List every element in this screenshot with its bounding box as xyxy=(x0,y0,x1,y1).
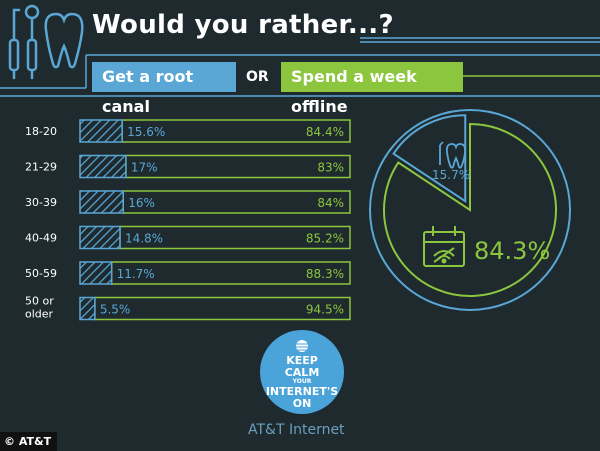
page-title: Would you rather...? xyxy=(92,10,394,40)
value-label-offline: 84.4% xyxy=(306,125,344,139)
category-label: older xyxy=(25,308,54,321)
value-label-root-canal: 14.8% xyxy=(125,232,163,246)
bar-offline xyxy=(122,190,351,214)
value-label-root-canal: 5.5% xyxy=(100,303,131,317)
keep-calm-logo: KEEP CALM YOUR INTERNET'S ON xyxy=(260,330,344,414)
brand-label: AT&T Internet xyxy=(248,422,345,438)
bar-root-canal xyxy=(79,190,124,214)
category-label: 50-59 xyxy=(25,267,57,280)
pie-label-root-canal: 15.7% xyxy=(432,168,471,182)
pie-outer-ring xyxy=(369,109,571,311)
value-label-offline: 84% xyxy=(317,196,344,210)
legend-root-canal: Get a root canal xyxy=(92,62,236,116)
bar-root-canal xyxy=(79,261,113,285)
tooth-small-icon xyxy=(439,141,467,169)
calendar-offline-icon xyxy=(423,226,465,267)
tooth-icon xyxy=(44,12,84,69)
category-label: 21-29 xyxy=(25,161,57,174)
category-label: 30-39 xyxy=(25,196,57,209)
or-label: OR xyxy=(246,69,269,85)
pie-label-week-offline: 84.3% xyxy=(474,237,551,265)
pie-slice-week-offline xyxy=(383,122,557,297)
logo-line-your: YOUR xyxy=(292,378,312,385)
image-credit: © AT&T xyxy=(0,432,58,451)
bar-root-canal xyxy=(79,225,121,250)
legend-week-offline: Spend a week offline xyxy=(281,62,463,116)
value-label-root-canal: 15.6% xyxy=(127,125,165,139)
value-label-root-canal: 16% xyxy=(128,196,155,210)
bar-root-canal xyxy=(79,119,123,143)
value-label-offline: 83% xyxy=(317,161,344,175)
pie-slice-root-canal xyxy=(392,114,467,204)
att-globe-icon xyxy=(296,340,308,352)
dental-tools-icon xyxy=(0,4,600,97)
value-label-root-canal: 17% xyxy=(131,161,158,175)
age-bar-chart: 18-20 15.6% 84.4% 21-29 17% 83% 30-39 16% 84% 40-… xyxy=(25,119,351,321)
category-label: 50 or xyxy=(25,295,54,308)
value-label-root-canal: 11.7% xyxy=(117,267,155,281)
logo-line-internets: INTERNET'S xyxy=(265,385,339,398)
bar-root-canal xyxy=(79,154,127,179)
logo-line-calm: CALM xyxy=(284,366,320,379)
logo-line-keep: KEEP xyxy=(286,354,318,367)
value-label-offline: 94.5% xyxy=(306,303,344,317)
value-label-offline: 85.2% xyxy=(306,232,344,246)
logo-line-on: ON xyxy=(292,397,312,410)
category-label: 40-49 xyxy=(25,232,57,245)
bar-root-canal xyxy=(79,296,96,321)
value-label-offline: 88.3% xyxy=(306,267,344,281)
category-label: 18-20 xyxy=(25,125,57,138)
